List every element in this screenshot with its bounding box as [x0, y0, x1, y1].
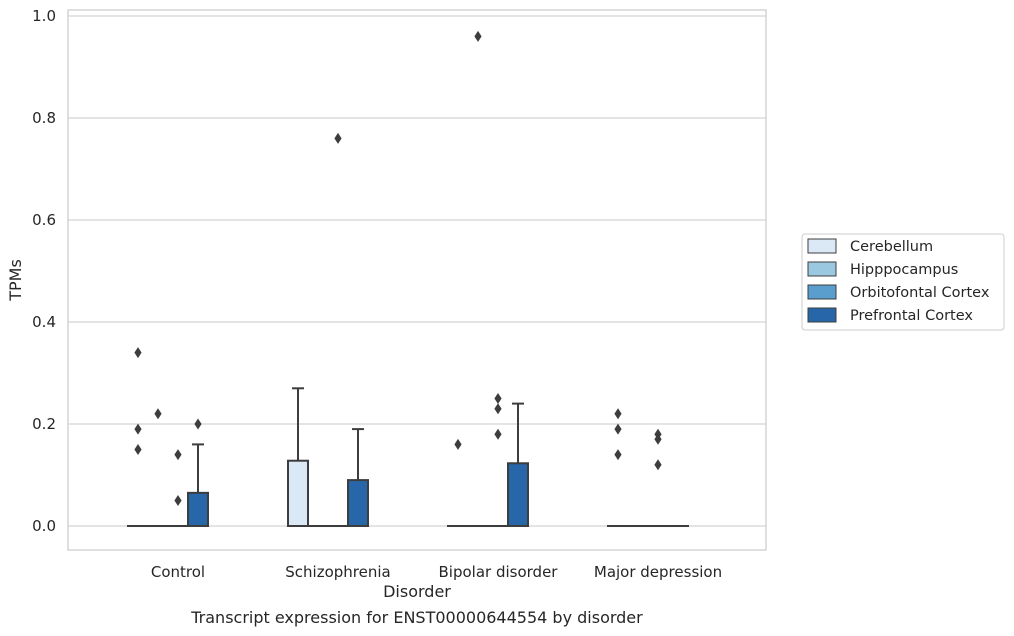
outlier-point: [614, 408, 622, 420]
box-cerebellum: [287, 387, 309, 527]
outlier-point: [334, 132, 342, 144]
box-prefrontal-cortex: [187, 418, 209, 528]
y-tick-label: 0.0: [32, 517, 56, 535]
box-orbitofontal-cortex: [647, 428, 669, 528]
legend-swatch: [807, 284, 837, 300]
y-tick-label: 1.0: [32, 7, 56, 25]
box: [347, 479, 369, 528]
outlier-point: [494, 428, 502, 440]
box: [507, 462, 529, 527]
outlier-point: [494, 393, 502, 404]
box-hipppocampus: [147, 408, 169, 528]
outlier-point: [174, 449, 182, 461]
outlier-point: [134, 444, 142, 455]
plot-frame: [67, 9, 767, 551]
x-axis-title: Disorder: [383, 582, 451, 601]
box: [187, 491, 209, 528]
x-tick-label: Major depression: [594, 563, 722, 581]
legend-swatch: [807, 261, 837, 277]
box-cerebellum: [607, 408, 629, 528]
y-tick-label: 0.4: [32, 313, 56, 331]
outlier-point: [174, 495, 182, 506]
box-orbitofontal-cortex: [327, 132, 349, 528]
box-prefrontal-cortex: [507, 402, 529, 527]
box-orbitofontal-cortex: [487, 393, 509, 528]
legend-label: Orbitofontal Cortex: [850, 285, 990, 301]
outlier-point: [134, 423, 142, 435]
box-plot-area: [127, 30, 689, 528]
gridlines: [68, 15, 766, 527]
y-tick-label: 0.6: [32, 211, 56, 229]
outlier-point: [194, 418, 202, 430]
x-tick-label: Bipolar disorder: [439, 563, 559, 581]
box-hipppocampus: [467, 30, 489, 528]
outlier-point: [654, 459, 662, 471]
y-axis-title: TPMs: [6, 259, 25, 302]
x-tick-label: Schizophrenia: [285, 563, 390, 581]
y-tick-label: 0.2: [32, 415, 56, 433]
legend-swatch: [807, 307, 837, 323]
outlier-point: [654, 433, 662, 445]
box-orbitofontal-cortex: [167, 449, 189, 528]
outlier-point: [614, 449, 622, 461]
outlier-point: [134, 347, 142, 359]
legend-label: Cerebellum: [850, 239, 933, 255]
outlier-point: [494, 403, 502, 415]
box-cerebellum: [447, 438, 469, 528]
box-prefrontal-cortex: [347, 428, 369, 528]
x-axis-ticks: Control Schizophrenia Bipolar disorder Majo…: [151, 563, 722, 581]
box: [287, 459, 309, 527]
legend: Cerebellum Hipppocampus Orbitofontal Corte…: [801, 233, 1005, 331]
chart-title: Transcript expression for ENST0000064455…: [190, 608, 643, 627]
legend-frame: [801, 233, 1005, 331]
outlier-point: [154, 408, 162, 420]
outlier-point: [454, 438, 462, 450]
box-cerebellum: [127, 347, 149, 528]
x-tick-label: Control: [151, 563, 205, 581]
legend-label: Hipppocampus: [850, 262, 958, 278]
legend-swatch: [807, 238, 837, 254]
outlier-point: [614, 423, 622, 435]
legend-label: Prefrontal Cortex: [850, 308, 973, 324]
y-tick-label: 0.8: [32, 109, 56, 127]
y-axis-ticks: 0.0 0.2 0.4 0.6 0.8 1.0: [32, 7, 56, 535]
outlier-point: [474, 30, 482, 42]
